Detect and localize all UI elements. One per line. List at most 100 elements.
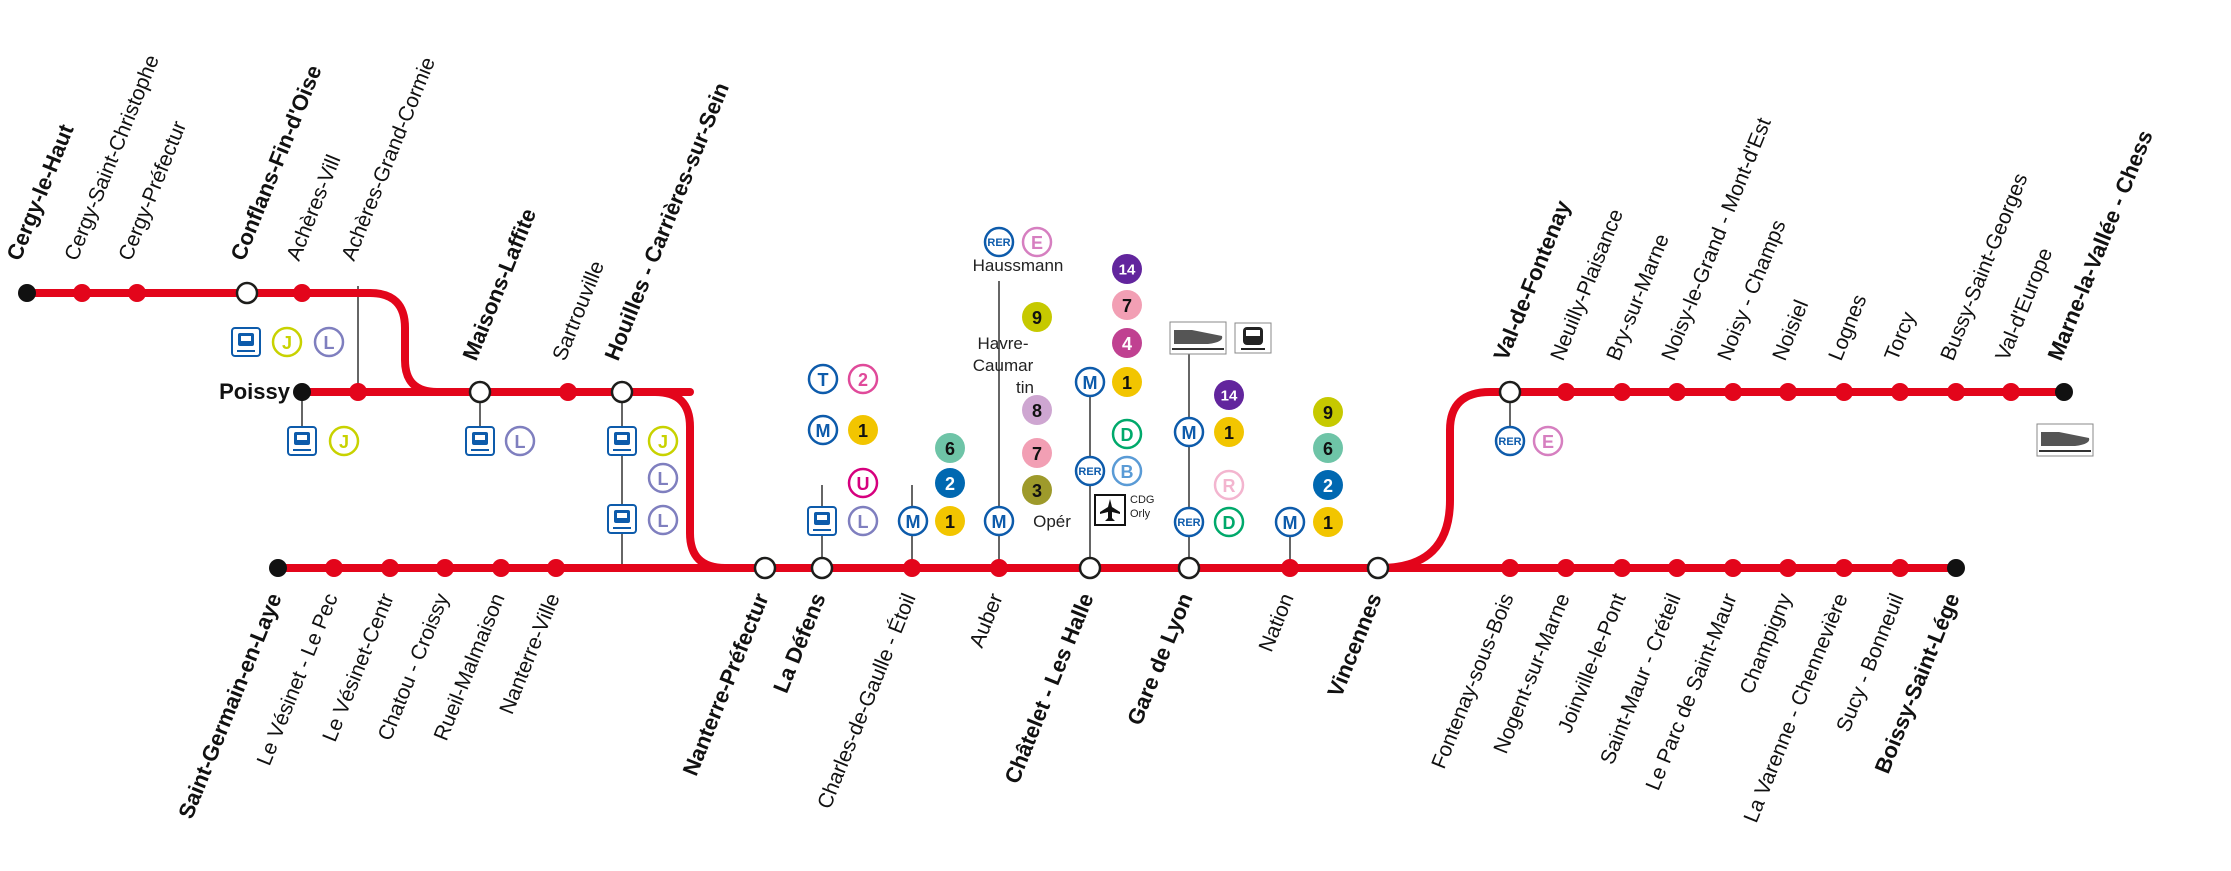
station-marker-conflans-fin-d-oise[interactable] <box>235 281 259 305</box>
station-marker-cergy-le-haut[interactable] <box>18 284 36 302</box>
line-badge-t-7[interactable]: T <box>807 363 839 395</box>
station-marker-nanterre-prefectur[interactable] <box>753 556 777 580</box>
station-marker-cergy-prefectur[interactable] <box>128 284 146 302</box>
station-marker-nation[interactable] <box>1281 559 1299 577</box>
station-marker-la-defens[interactable] <box>810 556 834 580</box>
station-marker-noisy-le-grand-mont-d-est[interactable] <box>1668 383 1686 401</box>
station-marker-maisons-laffite[interactable] <box>468 380 492 404</box>
station-marker-fontenay-sous-bois[interactable] <box>1501 559 1519 577</box>
station-label-la-varenne-chenneviere: La Varenne - Chennevière <box>1740 590 1853 826</box>
line-badge-1-33[interactable]: 1 <box>1214 417 1244 447</box>
line-badge-l-1[interactable]: L <box>313 326 345 358</box>
badge-text: E <box>1542 432 1554 452</box>
station-marker-bry-sur-marne[interactable] <box>1613 383 1631 401</box>
station-marker-nanterre-ville[interactable] <box>547 559 565 577</box>
line-badge-j-4[interactable]: J <box>647 425 679 457</box>
station-marker-saint-maur-creteil[interactable] <box>1668 559 1686 577</box>
line-badge-4-31[interactable]: 4 <box>1112 328 1142 358</box>
station-marker-le-vesinet-centr[interactable] <box>381 559 399 577</box>
station-marker-champigny[interactable] <box>1779 559 1797 577</box>
station-label-sartrouville: Sartrouville <box>548 258 609 364</box>
badge-text: 8 <box>1032 401 1042 421</box>
station-marker-le-vesinet-le-pec[interactable] <box>325 559 343 577</box>
station-marker-joinville-le-pont[interactable] <box>1613 559 1631 577</box>
line-badge-m-38[interactable]: M <box>1274 506 1306 538</box>
line-badge-j-2[interactable]: J <box>328 425 360 457</box>
line-badge-6-15[interactable]: 6 <box>935 433 965 463</box>
line-badge-l-3[interactable]: L <box>504 425 536 457</box>
line-badge-6-41[interactable]: 6 <box>1313 433 1343 463</box>
line-badge-r-35[interactable]: R <box>1213 469 1245 501</box>
station-marker-val-de-fontenay[interactable] <box>1498 380 1522 404</box>
line-badge-e-44[interactable]: E <box>1532 425 1564 457</box>
station-marker-cergy-saint-christophe[interactable] <box>73 284 91 302</box>
line-badge-b-28[interactable]: B <box>1111 455 1143 487</box>
station-marker-rueil-malmaison[interactable] <box>492 559 510 577</box>
line-badge-l-5[interactable]: L <box>647 462 679 494</box>
line-badge-j-0[interactable]: J <box>271 326 303 358</box>
line-badge-3-23[interactable]: 3 <box>1022 475 1052 505</box>
line-badge-m-24[interactable]: M <box>1074 366 1106 398</box>
line-badge-14-34[interactable]: 14 <box>1214 380 1244 410</box>
line-badge-d-27[interactable]: D <box>1111 418 1143 450</box>
station-marker-bussy-saint-georges[interactable] <box>1947 383 1965 401</box>
line-badge-rer-17[interactable]: RER <box>983 226 1015 258</box>
station-marker-marne-la-vallee-chess[interactable] <box>2055 383 2073 401</box>
line-badge-m-9[interactable]: M <box>807 414 839 446</box>
line-badge-2-42[interactable]: 2 <box>1313 470 1343 500</box>
line-badge-rer-43[interactable]: RER <box>1494 425 1526 457</box>
line-badge-14-29[interactable]: 14 <box>1112 254 1142 284</box>
station-marker-noisy-champs[interactable] <box>1724 383 1742 401</box>
line-badge-u-11[interactable]: U <box>847 467 879 499</box>
line-badge-e-18[interactable]: E <box>1021 226 1053 258</box>
line-badge-9-40[interactable]: 9 <box>1313 397 1343 427</box>
badge-text: J <box>339 432 349 452</box>
station-marker-nogent-sur-marne[interactable] <box>1557 559 1575 577</box>
station-marker-neuilly-plaisance[interactable] <box>1557 383 1575 401</box>
line-badge-d-37[interactable]: D <box>1213 506 1245 538</box>
line-badge-1-25[interactable]: 1 <box>1112 367 1142 397</box>
station-marker-torcy[interactable] <box>1891 383 1909 401</box>
badge-text: U <box>857 474 870 494</box>
haussmann-label: Haussmann <box>973 256 1064 275</box>
station-marker-charles-de-gaulle-etoil[interactable] <box>903 559 921 577</box>
station-marker-vincennes[interactable] <box>1366 556 1390 580</box>
badge-text: B <box>1121 462 1134 482</box>
line-badge-2-8[interactable]: 2 <box>847 363 879 395</box>
station-marker-val-d-europe[interactable] <box>2002 383 2020 401</box>
station-marker-le-parc-de-saint-maur[interactable] <box>1724 559 1742 577</box>
line-badge-rer-26[interactable]: RER <box>1074 455 1106 487</box>
station-marker-chatelet-les-halle[interactable] <box>1078 556 1102 580</box>
station-marker-noisiel[interactable] <box>1779 383 1797 401</box>
badge-text: 6 <box>1323 439 1333 459</box>
station-marker-houilles-carrieres-sur-sein[interactable] <box>610 380 634 404</box>
line-badge-m-32[interactable]: M <box>1173 416 1205 448</box>
line-badge-7-22[interactable]: 7 <box>1022 438 1052 468</box>
line-badge-l-12[interactable]: L <box>847 505 879 537</box>
station-marker-sartrouville[interactable] <box>559 383 577 401</box>
badge-text: 14 <box>1119 262 1136 279</box>
badge-text: M <box>992 512 1007 532</box>
station-marker-acheres-grand-cormie[interactable] <box>349 383 367 401</box>
line-badge-m-19[interactable]: M <box>983 505 1015 537</box>
station-marker-gare-de-lyon[interactable] <box>1177 556 1201 580</box>
station-marker-boissy-saint-lege[interactable] <box>1947 559 1965 577</box>
line-badge-9-20[interactable]: 9 <box>1022 302 1052 332</box>
station-marker-poissy[interactable] <box>293 383 311 401</box>
line-badge-m-13[interactable]: M <box>897 505 929 537</box>
station-marker-sucy-bonneuil[interactable] <box>1891 559 1909 577</box>
line-badge-2-16[interactable]: 2 <box>935 468 965 498</box>
line-badge-1-10[interactable]: 1 <box>848 415 878 445</box>
line-badge-1-14[interactable]: 1 <box>935 506 965 536</box>
station-marker-auber[interactable] <box>990 559 1008 577</box>
station-marker-lognes[interactable] <box>1835 383 1853 401</box>
line-badge-l-6[interactable]: L <box>647 504 679 536</box>
station-marker-saint-germain-en-laye[interactable] <box>269 559 287 577</box>
line-badge-rer-36[interactable]: RER <box>1173 506 1205 538</box>
station-marker-la-varenne-chenneviere[interactable] <box>1835 559 1853 577</box>
line-badge-1-39[interactable]: 1 <box>1313 507 1343 537</box>
station-marker-acheres-vill[interactable] <box>293 284 311 302</box>
line-badge-8-21[interactable]: 8 <box>1022 395 1052 425</box>
station-marker-chatou-croissy[interactable] <box>436 559 454 577</box>
line-badge-7-30[interactable]: 7 <box>1112 290 1142 320</box>
